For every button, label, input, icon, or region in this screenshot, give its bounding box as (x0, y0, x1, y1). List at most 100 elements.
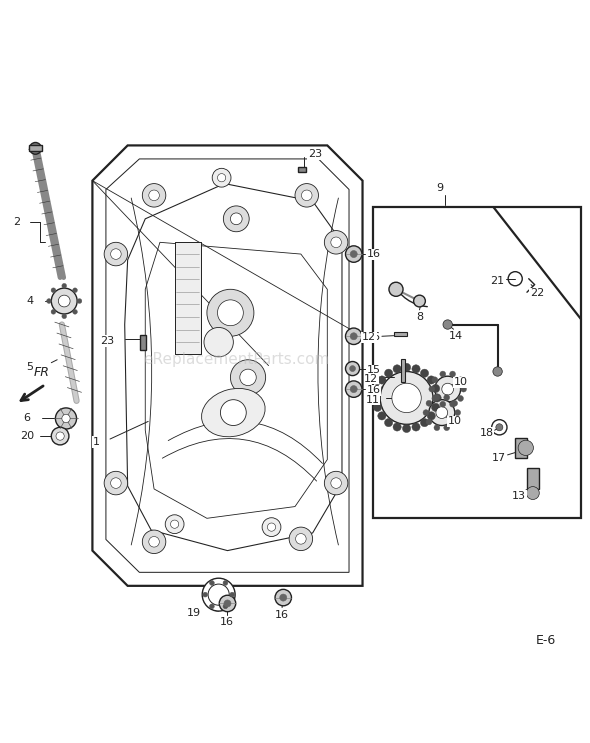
Circle shape (435, 376, 461, 402)
Circle shape (51, 310, 56, 314)
Circle shape (378, 412, 386, 420)
Circle shape (218, 300, 243, 325)
Circle shape (142, 530, 166, 554)
Text: 2: 2 (13, 217, 20, 227)
Text: 12: 12 (362, 332, 376, 343)
Circle shape (402, 363, 411, 372)
Circle shape (440, 401, 445, 407)
Circle shape (389, 282, 403, 296)
Circle shape (324, 230, 348, 254)
Circle shape (427, 412, 435, 420)
Circle shape (62, 283, 67, 288)
Text: 16: 16 (366, 332, 381, 343)
Circle shape (455, 409, 461, 415)
Circle shape (331, 478, 342, 488)
Circle shape (440, 371, 445, 377)
Circle shape (346, 381, 362, 398)
Circle shape (301, 190, 312, 201)
Circle shape (392, 383, 421, 412)
Bar (372, 207, 581, 519)
Circle shape (444, 395, 450, 400)
Circle shape (104, 471, 127, 495)
Circle shape (412, 423, 420, 431)
Text: 8: 8 (416, 313, 423, 322)
Circle shape (458, 395, 463, 401)
Bar (29, 146, 42, 152)
Circle shape (526, 487, 539, 499)
Circle shape (51, 427, 69, 445)
Circle shape (73, 310, 77, 314)
Ellipse shape (202, 389, 265, 437)
Circle shape (442, 383, 454, 395)
Circle shape (426, 400, 432, 406)
Circle shape (346, 328, 362, 345)
Circle shape (209, 580, 214, 585)
Circle shape (436, 406, 448, 418)
Circle shape (262, 518, 281, 536)
Text: 9: 9 (436, 184, 443, 193)
Circle shape (350, 333, 358, 340)
Bar (401, 359, 405, 382)
Circle shape (230, 592, 234, 597)
Polygon shape (93, 146, 362, 585)
Circle shape (30, 143, 41, 155)
Circle shape (224, 600, 231, 607)
Circle shape (350, 250, 358, 258)
Text: 10: 10 (448, 416, 462, 426)
Circle shape (372, 394, 380, 402)
Circle shape (202, 578, 235, 611)
Text: 16: 16 (275, 609, 289, 620)
Circle shape (444, 425, 450, 431)
Circle shape (385, 369, 393, 377)
Text: 14: 14 (449, 331, 463, 341)
Circle shape (412, 365, 420, 373)
Circle shape (223, 580, 228, 585)
Text: 11: 11 (365, 395, 379, 405)
Text: 15: 15 (366, 366, 381, 375)
Circle shape (77, 299, 82, 303)
Circle shape (421, 369, 428, 377)
Circle shape (452, 400, 458, 406)
Text: 18: 18 (480, 427, 493, 438)
Text: 23: 23 (308, 149, 322, 159)
Text: 4: 4 (26, 296, 33, 306)
Text: eReplacementParts.com: eReplacementParts.com (143, 352, 329, 367)
Circle shape (149, 536, 159, 547)
Circle shape (443, 319, 453, 329)
Circle shape (56, 432, 64, 440)
Circle shape (402, 424, 411, 432)
Circle shape (450, 371, 455, 377)
Circle shape (224, 206, 249, 232)
Circle shape (350, 386, 358, 392)
Circle shape (331, 237, 342, 247)
Circle shape (240, 369, 256, 386)
Text: 21: 21 (490, 276, 504, 286)
Text: 5: 5 (26, 362, 33, 372)
Circle shape (142, 184, 166, 207)
Text: 13: 13 (512, 491, 526, 501)
Circle shape (434, 395, 440, 400)
Circle shape (373, 403, 382, 412)
Circle shape (73, 288, 77, 293)
Text: 16: 16 (366, 386, 381, 395)
Circle shape (47, 299, 51, 303)
Circle shape (165, 515, 184, 533)
Circle shape (421, 418, 428, 426)
Circle shape (62, 314, 67, 319)
Text: 12: 12 (364, 374, 378, 383)
Circle shape (289, 527, 313, 551)
Circle shape (223, 604, 228, 609)
Text: 23: 23 (100, 336, 114, 346)
Circle shape (433, 394, 441, 402)
Bar (140, 335, 146, 351)
Circle shape (493, 367, 502, 376)
Circle shape (452, 419, 458, 425)
Circle shape (434, 425, 440, 431)
Text: 19: 19 (187, 609, 201, 618)
Bar (298, 167, 306, 172)
Circle shape (426, 419, 432, 425)
Circle shape (149, 190, 159, 201)
Circle shape (110, 478, 121, 488)
Text: 20: 20 (20, 431, 34, 441)
Circle shape (518, 440, 533, 455)
